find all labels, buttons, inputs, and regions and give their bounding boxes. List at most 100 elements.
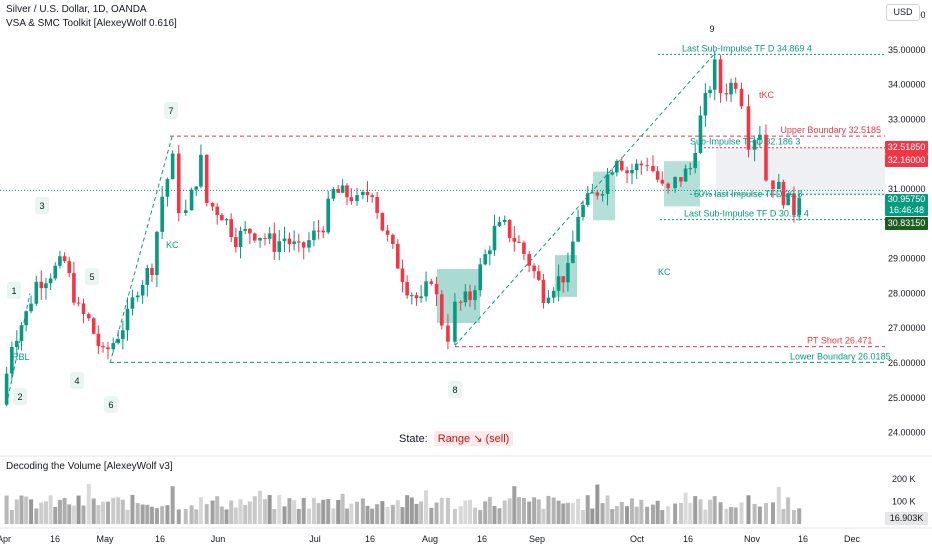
impulse-line: [7, 293, 31, 398]
candle-body: [39, 281, 44, 289]
volume-bar: [585, 495, 590, 524]
volume-bar: [24, 496, 29, 524]
volume-bar: [739, 502, 744, 524]
candle-body: [34, 281, 39, 304]
volume-bar: [565, 502, 570, 524]
price-tag-low: 30.83150: [885, 217, 928, 230]
candle-body: [786, 193, 790, 206]
volume-bar: [311, 497, 316, 524]
candle-body: [220, 215, 224, 221]
volume-bar: [135, 503, 140, 524]
volume-bar: [96, 505, 101, 524]
candle-body: [345, 185, 349, 198]
candle-body: [336, 189, 341, 193]
candle-body: [453, 301, 457, 342]
candle-body: [76, 302, 81, 304]
candle-body: [292, 241, 296, 244]
volume-bar: [434, 502, 439, 524]
volume-bar: [247, 501, 252, 524]
volume-bar: [105, 501, 110, 524]
volume-bar: [791, 510, 796, 524]
candle-body: [44, 283, 48, 289]
volume-bar: [463, 500, 468, 524]
volume-bar: [625, 506, 630, 524]
state-label: State:: [399, 432, 428, 445]
candle-body: [541, 279, 546, 303]
candle-body: [150, 267, 154, 275]
upper-boundary-label: Upper Boundary 32.5185: [780, 125, 881, 135]
candle-body: [145, 267, 150, 285]
volume-bar: [91, 498, 96, 524]
x-tick-label: Sep: [529, 534, 545, 544]
candle-body: [24, 311, 28, 326]
y-tick-label: 24.00000: [888, 428, 926, 438]
demand-zone: [437, 269, 480, 323]
x-tick-label: Oct: [630, 534, 645, 544]
candle-body: [287, 238, 292, 244]
volume-bar: [282, 506, 287, 524]
volume-bar: [229, 500, 234, 524]
y-tick-label: 34.00000: [888, 80, 926, 90]
candle-body: [536, 271, 541, 280]
candle-body: [625, 170, 629, 174]
volume-bar: [629, 498, 634, 524]
volume-bar: [194, 509, 199, 524]
volume-pane-title[interactable]: Decoding the Volume [AlexeyWolf v3]: [6, 461, 173, 472]
candle-body: [155, 231, 159, 275]
candle-body: [630, 170, 634, 174]
candle-body: [58, 256, 62, 266]
candle-body: [729, 82, 733, 95]
volume-bar: [71, 505, 76, 524]
wave-label-box: [70, 372, 84, 389]
volume-bar: [43, 501, 48, 524]
candle-body: [781, 181, 786, 206]
candle-body: [370, 195, 374, 197]
volume-bar: [521, 497, 526, 524]
volume-bar: [483, 501, 488, 524]
wave-label: 8: [452, 385, 457, 395]
volume-bar: [210, 500, 215, 524]
volume-bar: [746, 495, 751, 524]
x-tick-label: 16: [798, 534, 808, 544]
volume-bar: [101, 501, 106, 524]
candle-body: [189, 189, 194, 211]
candle-body: [758, 134, 762, 140]
sub-impulse-label: Sub-Impulse TF D 32.186 3: [690, 137, 800, 147]
x-tick-label: Apr: [0, 534, 11, 544]
volume-bar: [292, 500, 297, 524]
candle-body: [215, 206, 220, 216]
candle-body: [282, 238, 287, 242]
symbol-title[interactable]: Silver / U.S. Dollar, 1D, OANDA: [6, 4, 147, 15]
wave-label-box: [13, 388, 27, 405]
candle-body: [326, 198, 330, 233]
candle-body: [771, 180, 775, 190]
currency-button[interactable]: USD: [886, 4, 920, 21]
candle-body: [446, 325, 450, 342]
volume-bar: [48, 495, 53, 524]
candle-body: [590, 192, 595, 194]
volume-bar: [170, 486, 175, 524]
candle-body: [556, 276, 561, 291]
volume-bar: [375, 504, 380, 524]
kc-label: KC: [166, 240, 179, 250]
x-tick-label: Jun: [211, 534, 226, 544]
candle-body: [312, 230, 316, 241]
impulse-line: [454, 52, 716, 346]
candle-body: [396, 243, 400, 269]
volume-bar: [360, 498, 365, 524]
candle-body: [551, 290, 556, 298]
candle-body: [752, 139, 757, 150]
volume-bar: [763, 502, 768, 524]
candle-body: [194, 186, 199, 190]
volume-bar: [532, 497, 537, 524]
volume-bar: [605, 495, 610, 524]
volume-bar: [154, 508, 159, 524]
indicator-title[interactable]: VSA & SMC Toolkit [AlexeyWolf 0.616]: [6, 18, 177, 29]
volume-bar: [660, 510, 665, 524]
candle-body: [546, 297, 551, 303]
volume-bar: [130, 494, 135, 524]
wave-label: 6: [108, 400, 113, 410]
candle-body: [121, 330, 125, 340]
candle-body: [634, 163, 639, 171]
candle-body: [340, 185, 345, 193]
